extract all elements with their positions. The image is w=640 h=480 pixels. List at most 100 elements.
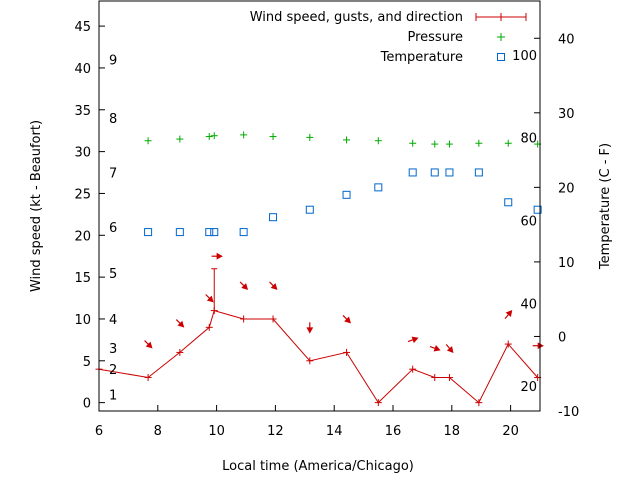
beaufort-label: 5 (109, 267, 117, 282)
y2-axis-label: Temperature (C - F) (598, 143, 613, 270)
wind-arrows-layer (144, 252, 544, 354)
arrow-head (270, 283, 278, 290)
arrow-head (433, 345, 441, 352)
temperature-point (445, 168, 454, 177)
legend: Wind speed, gusts, and direction Pressur… (250, 10, 527, 65)
wind-direction-arrow (429, 345, 441, 352)
wind-speed-line (98, 309, 538, 404)
temperature-point (408, 168, 417, 177)
legend-label-wind: Wind speed, gusts, and direction (250, 10, 463, 25)
pressure-point (269, 133, 277, 141)
x-tick-label: 10 (208, 424, 225, 439)
wind-speed-point (269, 315, 277, 323)
wind-direction-arrow (342, 314, 351, 324)
legend-marker-pressure (497, 33, 505, 41)
y2-tick-label: 40 (558, 32, 575, 47)
fahrenheit-label: 80 (520, 132, 537, 147)
wind-speed-point (374, 399, 382, 407)
arrow-head (344, 316, 351, 324)
wind-direction-arrow (407, 336, 419, 344)
arrow-head (206, 295, 214, 303)
axis-ticks (98, 25, 540, 412)
pressure-point (176, 135, 184, 143)
pressure-point (374, 137, 382, 145)
pressure-point (343, 136, 351, 144)
wind-direction-arrow (306, 322, 314, 334)
legend-label-temperature: Temperature (380, 50, 463, 65)
beaufort-label: 3 (109, 342, 117, 357)
y2-tick-label: 10 (558, 256, 575, 271)
y-axis-label: Wind speed (kt - Beaufort) (29, 120, 44, 292)
wind-speed-point (240, 315, 248, 323)
fahrenheit-label: 60 (520, 214, 537, 229)
wind-speed-point (205, 323, 213, 331)
wind-direction-arrow (239, 281, 249, 290)
pressure-point (210, 132, 218, 140)
wind-direction-arrow (269, 281, 278, 290)
wind-speed-point (445, 374, 453, 382)
arrow-head (145, 341, 153, 349)
y-tick-label: 40 (74, 62, 91, 77)
temperature-point (144, 228, 153, 237)
wind-speed-point (475, 399, 483, 407)
temperature-point (374, 183, 383, 192)
beaufort-label: 7 (109, 167, 117, 182)
y-tick-label: 45 (74, 20, 91, 35)
temperature-point (269, 213, 278, 222)
wind-speed-point (504, 340, 512, 348)
beaufort-label: 2 (109, 363, 117, 378)
arrow-head (411, 336, 419, 344)
pressure-point (205, 133, 213, 141)
x-tick-label: 20 (502, 424, 519, 439)
x-tick-label: 18 (444, 424, 461, 439)
y-tick-label: 5 (83, 355, 91, 370)
y-tick-label: 25 (74, 187, 91, 202)
arrow-head (241, 283, 249, 290)
temperature-point (239, 228, 248, 237)
temperature-point (305, 205, 314, 214)
temperature-point (205, 228, 214, 237)
beaufort-label: 4 (109, 313, 117, 328)
pressure-point (240, 131, 248, 139)
arrow-head (306, 327, 314, 334)
x-tick-label: 8 (154, 424, 162, 439)
beaufort-label: 6 (109, 221, 117, 236)
arrow-head (446, 346, 454, 354)
wind-speed-point (431, 374, 439, 382)
y-tick-label: 20 (74, 229, 91, 244)
temperature-point (175, 228, 184, 237)
fahrenheit-label: 40 (520, 297, 537, 312)
pressure-point (431, 140, 439, 148)
axis-tick-labels: 6 8 10 12 14 16 18 20051015202530354045-1001020… (74, 20, 579, 439)
pressure-point (504, 139, 512, 147)
wind-speed-point (306, 357, 314, 365)
legend-label-pressure: Pressure (407, 30, 463, 45)
series-layer (95, 131, 542, 407)
y2-tick-label: 20 (558, 181, 575, 196)
temperature-point (430, 168, 439, 177)
x-axis-label: Local time (America/Chicago) (222, 459, 414, 474)
x-tick-label: 6 (95, 424, 103, 439)
pressure-point (306, 133, 314, 141)
y-tick-label: 15 (74, 271, 91, 286)
pressure-point (475, 139, 483, 147)
plot-frame (98, 0, 541, 412)
temperature-point (474, 168, 483, 177)
wind-speed-point (144, 374, 152, 382)
temperature-point (533, 205, 542, 214)
temperature-point (210, 228, 219, 237)
wind-direction-arrow (144, 340, 153, 349)
fahrenheit-label: 100 (512, 49, 537, 64)
y2-tick-label: -10 (558, 405, 579, 420)
y2-tick-label: 0 (558, 330, 566, 345)
pressure-point (144, 137, 152, 145)
wind-direction-arrow (445, 344, 454, 354)
y-tick-label: 10 (74, 313, 91, 328)
wind-speed-point (343, 348, 351, 356)
wind-direction-arrow (211, 252, 223, 260)
wind-speed-point (176, 348, 184, 356)
wind-speed-point (409, 365, 417, 373)
x-tick-label: 12 (267, 424, 284, 439)
